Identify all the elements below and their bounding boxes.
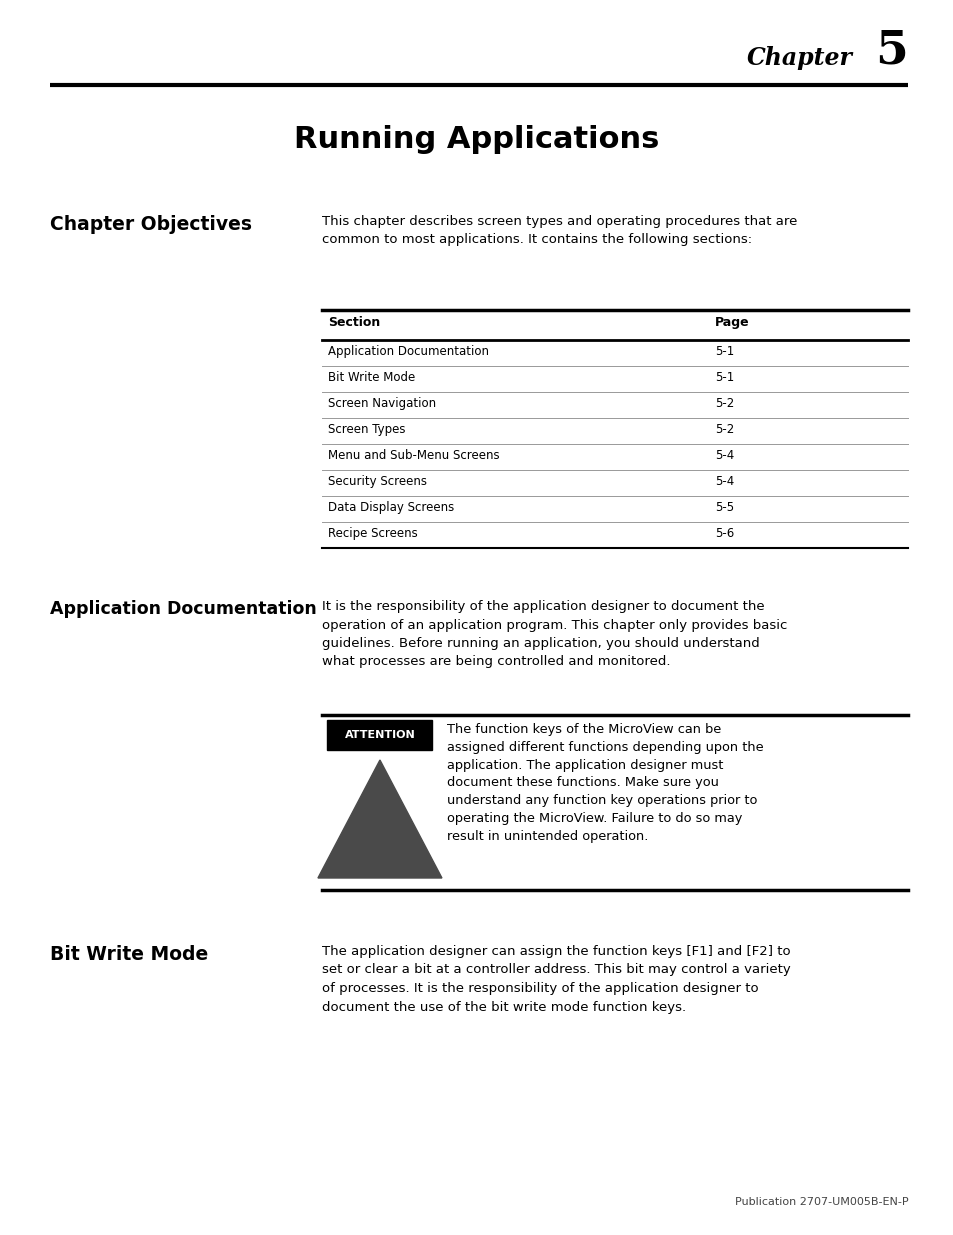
Text: 5-5: 5-5: [715, 501, 734, 514]
Text: Recipe Screens: Recipe Screens: [328, 527, 417, 540]
Text: Page: Page: [715, 316, 749, 329]
Text: 5-2: 5-2: [715, 424, 734, 436]
Text: 5-2: 5-2: [715, 396, 734, 410]
Text: Data Display Screens: Data Display Screens: [328, 501, 455, 514]
Text: Menu and Sub-Menu Screens: Menu and Sub-Menu Screens: [328, 450, 499, 462]
Text: Application Documentation: Application Documentation: [328, 345, 489, 358]
Text: Screen Navigation: Screen Navigation: [328, 396, 436, 410]
Text: Bit Write Mode: Bit Write Mode: [328, 370, 416, 384]
Text: 5-4: 5-4: [715, 475, 734, 488]
Text: The function keys of the MicroView can be
assigned different functions depending: The function keys of the MicroView can b…: [447, 722, 763, 842]
Text: 5-4: 5-4: [715, 450, 734, 462]
Text: Chapter Objectives: Chapter Objectives: [50, 215, 252, 233]
Text: Bit Write Mode: Bit Write Mode: [50, 945, 208, 965]
Polygon shape: [317, 760, 441, 878]
Text: 5-6: 5-6: [715, 527, 734, 540]
Text: Chapter: Chapter: [746, 46, 852, 70]
Text: Screen Types: Screen Types: [328, 424, 406, 436]
Text: 5: 5: [875, 27, 907, 73]
Text: Running Applications: Running Applications: [294, 126, 659, 154]
Text: 5-1: 5-1: [715, 370, 734, 384]
Text: This chapter describes screen types and operating procedures that are
common to : This chapter describes screen types and …: [322, 215, 797, 247]
Text: Application Documentation: Application Documentation: [50, 600, 316, 618]
Text: Section: Section: [328, 316, 380, 329]
Text: 5-1: 5-1: [715, 345, 734, 358]
Text: The application designer can assign the function keys [F1] and [F2] to
set or cl: The application designer can assign the …: [322, 945, 790, 1014]
Text: ATTENTION: ATTENTION: [344, 730, 415, 740]
Bar: [327, 720, 432, 750]
Text: Security Screens: Security Screens: [328, 475, 427, 488]
Text: It is the responsibility of the application designer to document the
operation o: It is the responsibility of the applicat…: [322, 600, 787, 668]
Text: Publication 2707-UM005B-EN-P: Publication 2707-UM005B-EN-P: [734, 1197, 907, 1207]
